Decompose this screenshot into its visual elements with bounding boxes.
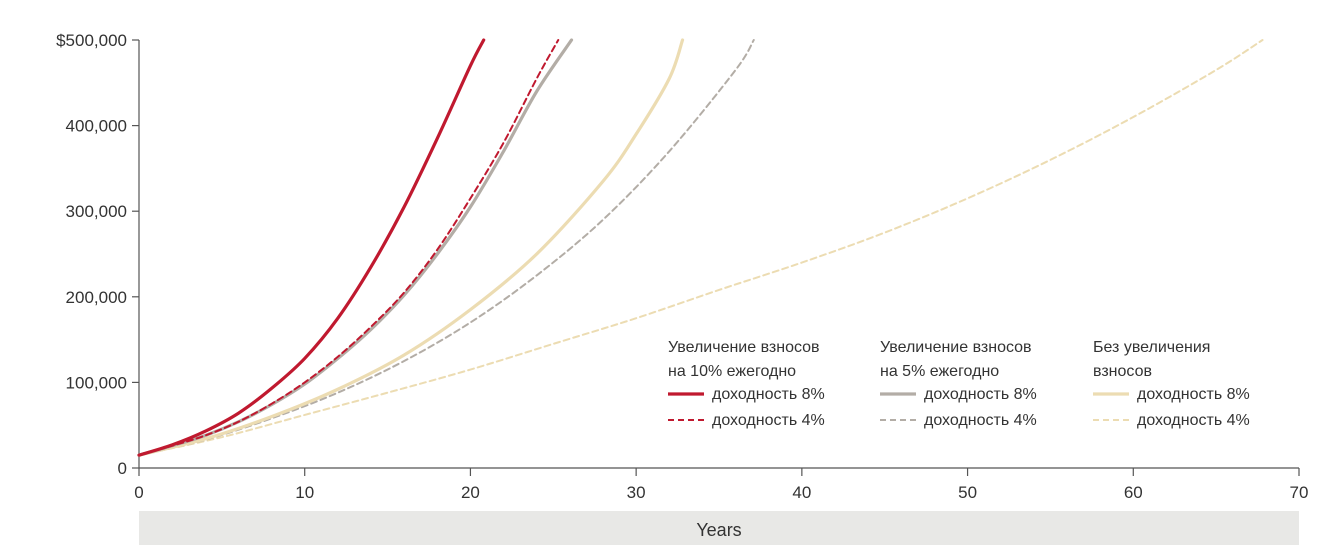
legend-label: доходность 8% xyxy=(1137,386,1250,403)
x-tick-label: 30 xyxy=(627,483,646,502)
x-axis-label: Years xyxy=(696,520,741,540)
y-tick-label: 400,000 xyxy=(66,117,127,136)
x-tick-label: 0 xyxy=(134,483,143,502)
x-tick-label: 70 xyxy=(1290,483,1309,502)
legend: Увеличение взносов на 10% ежегодно Увеличе… xyxy=(668,339,1250,429)
y-tick-label: $500,000 xyxy=(56,31,127,50)
x-tick-label: 20 xyxy=(461,483,480,502)
series-line-flat-8pct xyxy=(137,38,685,457)
y-tick-label: 0 xyxy=(118,459,127,478)
series-line-10pct-8pct xyxy=(137,38,486,457)
y-tick-label: 300,000 xyxy=(66,202,127,221)
axes: 0 10 20 30 40 50 60 70 0 100,000 200,000 300,000 400… xyxy=(56,31,1308,502)
x-axis-label-band xyxy=(139,511,1299,545)
x-tick-label: 10 xyxy=(295,483,314,502)
series-line-flat-4pct xyxy=(138,39,1264,457)
legend-group-title: Увеличение взносов xyxy=(668,339,820,356)
series-line-10pct-4pct xyxy=(138,39,560,457)
legend-group-title: взносов xyxy=(1093,363,1152,380)
legend-label: доходность 4% xyxy=(712,412,825,429)
legend-group-title: Без увеличения xyxy=(1093,339,1210,356)
legend-label: доходность 4% xyxy=(924,412,1037,429)
legend-label: доходность 8% xyxy=(924,386,1037,403)
legend-group-title: на 5% ежегодно xyxy=(880,363,999,380)
x-tick-label: 60 xyxy=(1124,483,1143,502)
y-tick-label: 200,000 xyxy=(66,288,127,307)
legend-label: доходность 4% xyxy=(1137,412,1250,429)
y-tick-label: 100,000 xyxy=(66,373,127,392)
series-line-5pct-4pct xyxy=(138,39,755,457)
x-tick-label: 40 xyxy=(792,483,811,502)
series-layer xyxy=(137,38,1264,457)
x-tick-label: 50 xyxy=(958,483,977,502)
legend-label: доходность 8% xyxy=(712,386,825,403)
series-line-5pct-8pct xyxy=(137,38,574,457)
legend-group-title: Увеличение взносов xyxy=(880,339,1032,356)
legend-group-title: на 10% ежегодно xyxy=(668,363,796,380)
